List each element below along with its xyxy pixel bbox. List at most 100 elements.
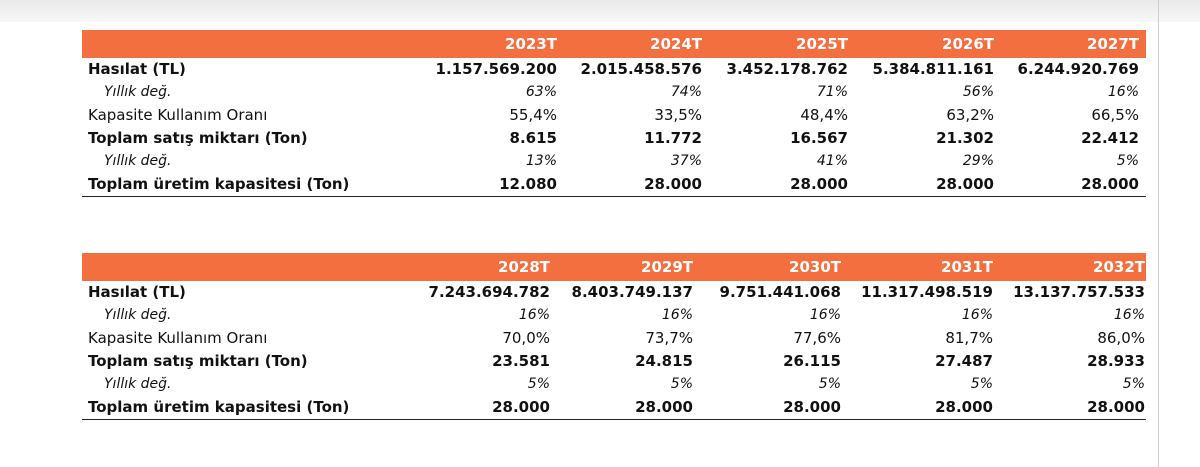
table-cell: 13.137.757.533 xyxy=(1013,283,1145,301)
table-cell: 26.115 xyxy=(783,352,841,370)
row-label: Yıllık değ. xyxy=(104,376,172,392)
table-cell: 7.243.694.782 xyxy=(428,283,550,301)
row-label: Toplam satış miktarı (Ton) xyxy=(88,352,308,370)
year-header: 2027T xyxy=(1087,35,1139,53)
table-cell: 28.000 xyxy=(935,398,993,416)
table-cell: 5% xyxy=(670,376,693,392)
table-cell: 16% xyxy=(809,307,841,323)
table-cell: 28.000 xyxy=(783,398,841,416)
table-cell: 2.015.458.576 xyxy=(580,60,702,78)
table-header-row: 2023T 2024T 2025T 2026T 2027T xyxy=(82,30,1146,58)
table-row-sales-growth: Yıllık değ. 13% 37% 41% 29% 5% xyxy=(82,150,1146,173)
year-header: 2032T xyxy=(1093,258,1145,276)
year-header: 2030T xyxy=(789,258,841,276)
table-cell: 9.751.441.068 xyxy=(719,283,841,301)
table-row-production-capacity: Toplam üretim kapasitesi (Ton) 12.080 28… xyxy=(82,173,1146,197)
table-cell: 37% xyxy=(670,153,702,169)
table-cell: 12.080 xyxy=(499,175,557,193)
table-cell: 16% xyxy=(661,307,693,323)
projection-table-2028-2032: 2028T 2029T 2030T 2031T 2032T Hasılat (T… xyxy=(82,253,1146,420)
table-cell: 21.302 xyxy=(936,129,994,147)
table-cell: 8.615 xyxy=(509,129,557,147)
table-cell: 5.384.811.161 xyxy=(872,60,994,78)
year-header: 2031T xyxy=(941,258,993,276)
table-cell: 16% xyxy=(518,307,550,323)
row-label: Kapasite Kullanım Oranı xyxy=(88,329,268,347)
table-cell: 11.772 xyxy=(644,129,702,147)
table-cell: 28.000 xyxy=(1087,398,1145,416)
table-cell: 28.000 xyxy=(644,175,702,193)
row-label: Yıllık değ. xyxy=(104,84,172,100)
table-row-sales-growth: Yıllık değ. 5% 5% 5% 5% 5% xyxy=(82,373,1146,396)
table-cell: 23.581 xyxy=(492,352,550,370)
table-cell: 5% xyxy=(818,376,841,392)
table-cell: 81,7% xyxy=(945,329,993,347)
table-row-revenue-growth: Yıllık değ. 63% 74% 71% 56% 16% xyxy=(82,81,1146,104)
table-cell: 6.244.920.769 xyxy=(1017,60,1139,78)
page-edge xyxy=(1158,0,1159,467)
year-header: 2023T xyxy=(505,35,557,53)
table-cell: 28.000 xyxy=(790,175,848,193)
table-row-revenue: Hasılat (TL) 7.243.694.782 8.403.749.137… xyxy=(82,281,1146,304)
table-cell: 77,6% xyxy=(793,329,841,347)
table-cell: 16% xyxy=(961,307,993,323)
table-cell: 8.403.749.137 xyxy=(571,283,693,301)
table-cell: 27.487 xyxy=(935,352,993,370)
table-cell: 24.815 xyxy=(635,352,693,370)
table-row-revenue: Hasılat (TL) 1.157.569.200 2.015.458.576… xyxy=(82,58,1146,81)
table-row-capacity-utilization: Kapasite Kullanım Oranı 70,0% 73,7% 77,6… xyxy=(82,327,1146,350)
table-cell: 5% xyxy=(1116,153,1139,169)
table-cell: 33,5% xyxy=(654,106,702,124)
table-cell: 28.000 xyxy=(635,398,693,416)
table-cell: 13% xyxy=(525,153,557,169)
year-header: 2026T xyxy=(942,35,994,53)
year-header: 2029T xyxy=(641,258,693,276)
table-row-sales-volume: Toplam satış miktarı (Ton) 8.615 11.772 … xyxy=(82,127,1146,150)
table-cell: 55,4% xyxy=(509,106,557,124)
table-cell: 63% xyxy=(525,84,557,100)
table-cell: 5% xyxy=(970,376,993,392)
row-label: Toplam üretim kapasitesi (Ton) xyxy=(88,175,350,193)
table-cell: 70,0% xyxy=(502,329,550,347)
table-cell: 86,0% xyxy=(1097,329,1145,347)
table-cell: 11.317.498.519 xyxy=(861,283,993,301)
table-cell: 16% xyxy=(1107,84,1139,100)
table-row-production-capacity: Toplam üretim kapasitesi (Ton) 28.000 28… xyxy=(82,396,1146,420)
row-label: Yıllık değ. xyxy=(104,307,172,323)
row-label: Hasılat (TL) xyxy=(88,60,186,78)
row-label: Toplam satış miktarı (Ton) xyxy=(88,129,308,147)
table-cell: 63,2% xyxy=(946,106,994,124)
table-cell: 71% xyxy=(816,84,848,100)
row-label: Yıllık değ. xyxy=(104,153,172,169)
projection-table-2023-2027: 2023T 2024T 2025T 2026T 2027T Hasılat (T… xyxy=(82,30,1146,197)
table-cell: 28.000 xyxy=(1081,175,1139,193)
table-cell: 3.452.178.762 xyxy=(726,60,848,78)
row-label: Kapasite Kullanım Oranı xyxy=(88,106,268,124)
table-cell: 28.933 xyxy=(1087,352,1145,370)
table-cell: 56% xyxy=(962,84,994,100)
year-header: 2028T xyxy=(498,258,550,276)
year-header: 2025T xyxy=(796,35,848,53)
table-cell: 41% xyxy=(816,153,848,169)
table-row-revenue-growth: Yıllık değ. 16% 16% 16% 16% 16% xyxy=(82,304,1146,327)
table-cell: 48,4% xyxy=(800,106,848,124)
row-label: Hasılat (TL) xyxy=(88,283,186,301)
table-cell: 1.157.569.200 xyxy=(435,60,557,78)
table-cell: 28.000 xyxy=(936,175,994,193)
cropped-previous-text-strip xyxy=(0,0,1200,22)
table-cell: 28.000 xyxy=(492,398,550,416)
table-cell: 16.567 xyxy=(790,129,848,147)
table-row-sales-volume: Toplam satış miktarı (Ton) 23.581 24.815… xyxy=(82,350,1146,373)
table-cell: 16% xyxy=(1113,307,1145,323)
table-header-row: 2028T 2029T 2030T 2031T 2032T xyxy=(82,253,1146,281)
table-cell: 22.412 xyxy=(1081,129,1139,147)
table-cell: 29% xyxy=(962,153,994,169)
year-header: 2024T xyxy=(650,35,702,53)
table-cell: 5% xyxy=(1122,376,1145,392)
row-label: Toplam üretim kapasitesi (Ton) xyxy=(88,398,350,416)
table-cell: 5% xyxy=(527,376,550,392)
table-cell: 66,5% xyxy=(1091,106,1139,124)
table-cell: 73,7% xyxy=(645,329,693,347)
table-cell: 74% xyxy=(670,84,702,100)
table-row-capacity-utilization: Kapasite Kullanım Oranı 55,4% 33,5% 48,4… xyxy=(82,104,1146,127)
